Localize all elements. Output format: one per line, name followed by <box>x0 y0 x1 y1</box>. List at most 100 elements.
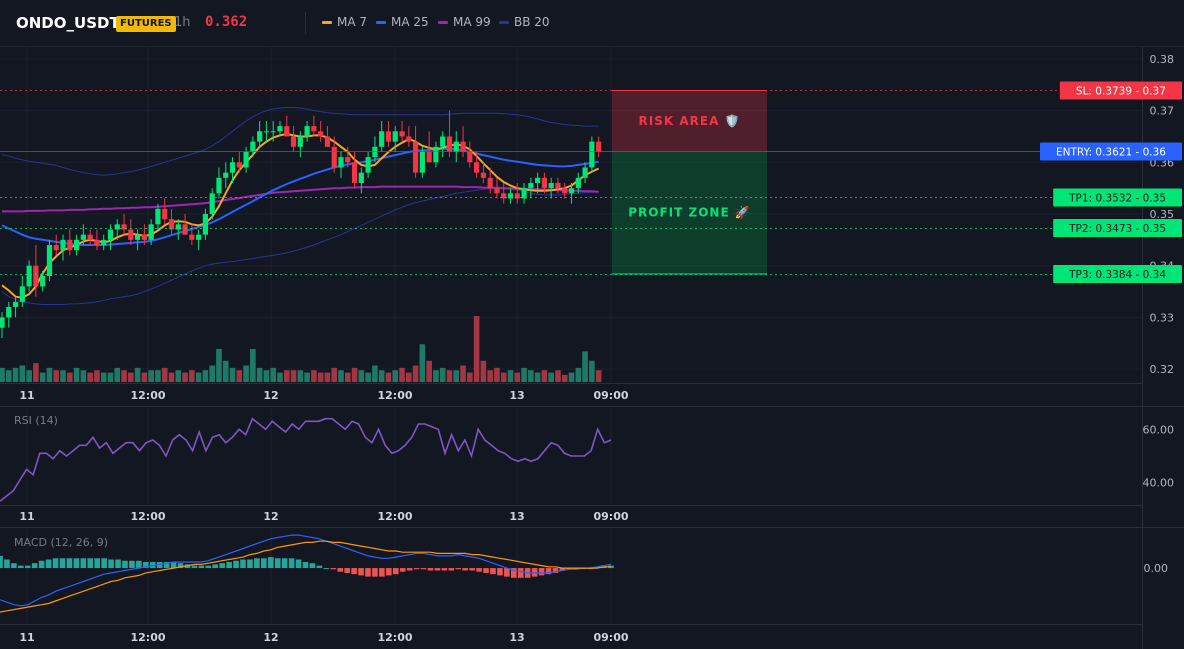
macd-hist-bar <box>504 568 510 577</box>
volume-bar <box>419 344 426 382</box>
macd-hist-bar <box>261 558 267 569</box>
macd-pane[interactable] <box>0 534 614 613</box>
candle-body <box>107 229 114 240</box>
candle-body <box>135 234 141 240</box>
rsi-pane[interactable] <box>0 417 612 502</box>
volume-bar <box>168 372 175 382</box>
candle-body <box>358 172 364 183</box>
macd-hist-bar <box>59 558 66 569</box>
candle-body <box>318 131 324 137</box>
volume-bar <box>412 365 419 382</box>
macd-hist-bar <box>427 568 434 571</box>
tp3-tag-label: TP3: 0.3384 - 0.34 <box>1068 269 1166 281</box>
candle-body <box>480 172 486 178</box>
legend-ma25-label: MA 25 <box>391 15 429 29</box>
macd-hist-bar <box>344 568 350 573</box>
macd-hist-bar <box>323 568 330 570</box>
time-tick-label: 12:00 <box>377 389 412 402</box>
tp3-tag-bg <box>1053 264 1182 283</box>
volume-bar <box>487 370 493 382</box>
legend-bb20[interactable]: BB 20 <box>499 15 550 29</box>
legend-ma99[interactable]: MA 99 <box>438 15 491 29</box>
macd-hist-bar <box>386 568 392 576</box>
risk-area-label: RISK AREA 🛡️ <box>639 114 741 128</box>
rsi-line <box>0 417 612 502</box>
profit-zone-label: PROFIT ZONE 🚀 <box>628 206 751 220</box>
volume-bar <box>297 370 304 382</box>
price-tick-label: 0.33 <box>1150 311 1175 324</box>
ma99-line <box>2 185 599 213</box>
candle-body <box>168 219 175 230</box>
macd-hist-bar <box>212 564 219 569</box>
candle-body <box>297 136 303 147</box>
volume-bar <box>87 372 93 382</box>
macd-hist-bar <box>73 558 80 569</box>
profit-zone[interactable] <box>612 151 767 274</box>
macd-hist-bar <box>233 560 239 569</box>
candle-body <box>562 188 568 194</box>
volume-bar <box>0 367 5 382</box>
candle-body <box>501 193 507 199</box>
candle-body <box>548 182 554 189</box>
candle-body <box>196 234 202 240</box>
header-divider <box>305 12 306 34</box>
volume-bar <box>426 360 432 382</box>
candle-body <box>331 146 337 168</box>
volume-bar <box>94 370 100 382</box>
volume-bar <box>568 372 575 382</box>
candle-body <box>541 177 547 189</box>
macd-hist-bar <box>205 565 212 569</box>
macd-hist-bar <box>219 563 225 569</box>
time-tick-label: 09:00 <box>593 510 628 523</box>
volume-bar <box>385 372 392 382</box>
sl-tag-label: SL: 0.3739 - 0.37 <box>1076 85 1166 97</box>
candle-body <box>223 172 229 178</box>
macd-hist-bar <box>302 561 309 569</box>
macd-hist-bar <box>476 568 482 572</box>
candle-body <box>141 234 147 240</box>
candle-body <box>311 126 317 132</box>
volume-bar <box>575 367 582 382</box>
candle-body <box>6 307 12 318</box>
volume-bar <box>392 370 399 382</box>
legend-ma25[interactable]: MA 25 <box>376 15 429 29</box>
legend-ma7[interactable]: MA 7 <box>322 15 367 29</box>
macd-hist-bar <box>122 560 128 569</box>
volume-bar <box>351 367 358 382</box>
candle-body <box>351 162 358 183</box>
candle-body <box>596 141 602 152</box>
candle-body <box>392 131 398 142</box>
symbol-title[interactable]: ONDO_USDT <box>16 14 120 32</box>
candle-body <box>419 151 425 173</box>
candle-body <box>440 136 446 147</box>
timeframe-label[interactable]: 1h <box>174 15 191 30</box>
macd-hist-bar <box>267 557 274 569</box>
volume-bar <box>161 367 168 382</box>
time-tick-label: 09:00 <box>593 389 628 402</box>
time-axes: 11 12:00 12 12:00 13 09:00 11 12:00 12 12:00 13 09:… <box>19 389 629 644</box>
risk-area-zone[interactable] <box>612 90 767 152</box>
price-pane[interactable]: RISK AREA 🛡️ PROFIT ZONE 🚀 <box>0 89 1142 382</box>
candle-body <box>121 224 127 230</box>
volume-bar <box>534 372 541 382</box>
candle-body <box>304 126 310 137</box>
volume-bar <box>155 370 161 382</box>
time-tick-label: 12 <box>263 631 278 644</box>
price-axis[interactable]: 0.380.370.360.350.340.330.32 <box>1150 53 1175 376</box>
volume-bar <box>189 370 195 382</box>
volume-bar <box>134 367 141 382</box>
volume-bar <box>114 367 121 382</box>
time-tick-label: 13 <box>509 631 524 644</box>
volume-bar <box>209 365 215 382</box>
candle-body <box>399 131 405 137</box>
macd-hist-bar <box>4 559 10 569</box>
volume-bar <box>263 370 270 382</box>
volume-bar <box>365 372 371 382</box>
macd-hist-bar <box>247 559 253 569</box>
candle-body <box>474 162 480 173</box>
pane-borders <box>0 46 1184 649</box>
macd-hist-bar <box>462 568 468 571</box>
volume-bar <box>460 365 466 382</box>
legend-bb20-label: BB 20 <box>514 15 550 29</box>
